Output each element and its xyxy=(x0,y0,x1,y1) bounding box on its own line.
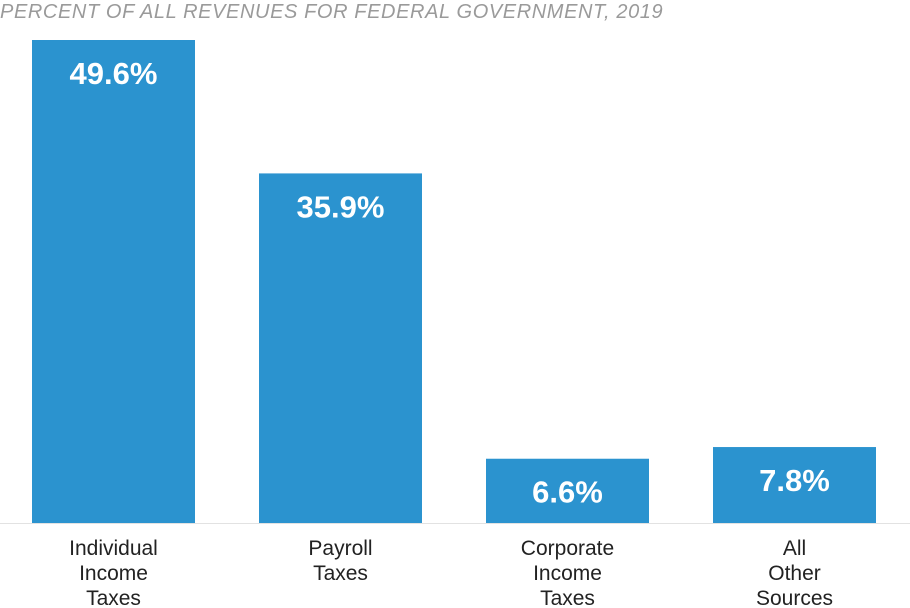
chart-title: PERCENT OF ALL REVENUES FOR FEDERAL GOVE… xyxy=(0,1,664,23)
bar-corporate-income-taxes xyxy=(486,458,649,523)
bar-all-other-sources xyxy=(713,447,876,523)
bar-payroll-taxes xyxy=(259,173,422,523)
category-label-line: All xyxy=(783,537,806,560)
category-label-line: Other xyxy=(768,562,821,585)
bar-individual-income-taxes xyxy=(32,40,195,523)
value-labels-layer: 49.6% 35.9% 6.6% 7.8% xyxy=(70,56,830,510)
category-label-payroll-taxes: Payroll Taxes xyxy=(308,537,372,585)
category-label-all-other-sources: All Other Sources xyxy=(756,537,833,608)
bars-layer xyxy=(32,40,876,523)
category-label-line: Taxes xyxy=(313,562,368,585)
category-label-line: Payroll xyxy=(308,537,372,560)
category-label-corporate-income-taxes: Corporate Income Taxes xyxy=(521,537,614,608)
category-label-line: Income xyxy=(79,562,148,585)
category-label-line: Corporate xyxy=(521,537,614,560)
value-label-payroll-taxes: 35.9% xyxy=(297,189,385,224)
category-label-line: Sources xyxy=(756,587,833,608)
category-label-individual-income-taxes: Individual Income Taxes xyxy=(69,537,158,608)
value-label-corporate-income-taxes: 6.6% xyxy=(532,475,603,510)
category-label-line: Individual xyxy=(69,537,158,560)
category-label-line: Taxes xyxy=(540,587,595,608)
value-label-individual-income-taxes: 49.6% xyxy=(70,56,158,91)
category-label-line: Income xyxy=(533,562,602,585)
value-label-all-other-sources: 7.8% xyxy=(759,463,830,498)
category-label-line: Taxes xyxy=(86,587,141,608)
